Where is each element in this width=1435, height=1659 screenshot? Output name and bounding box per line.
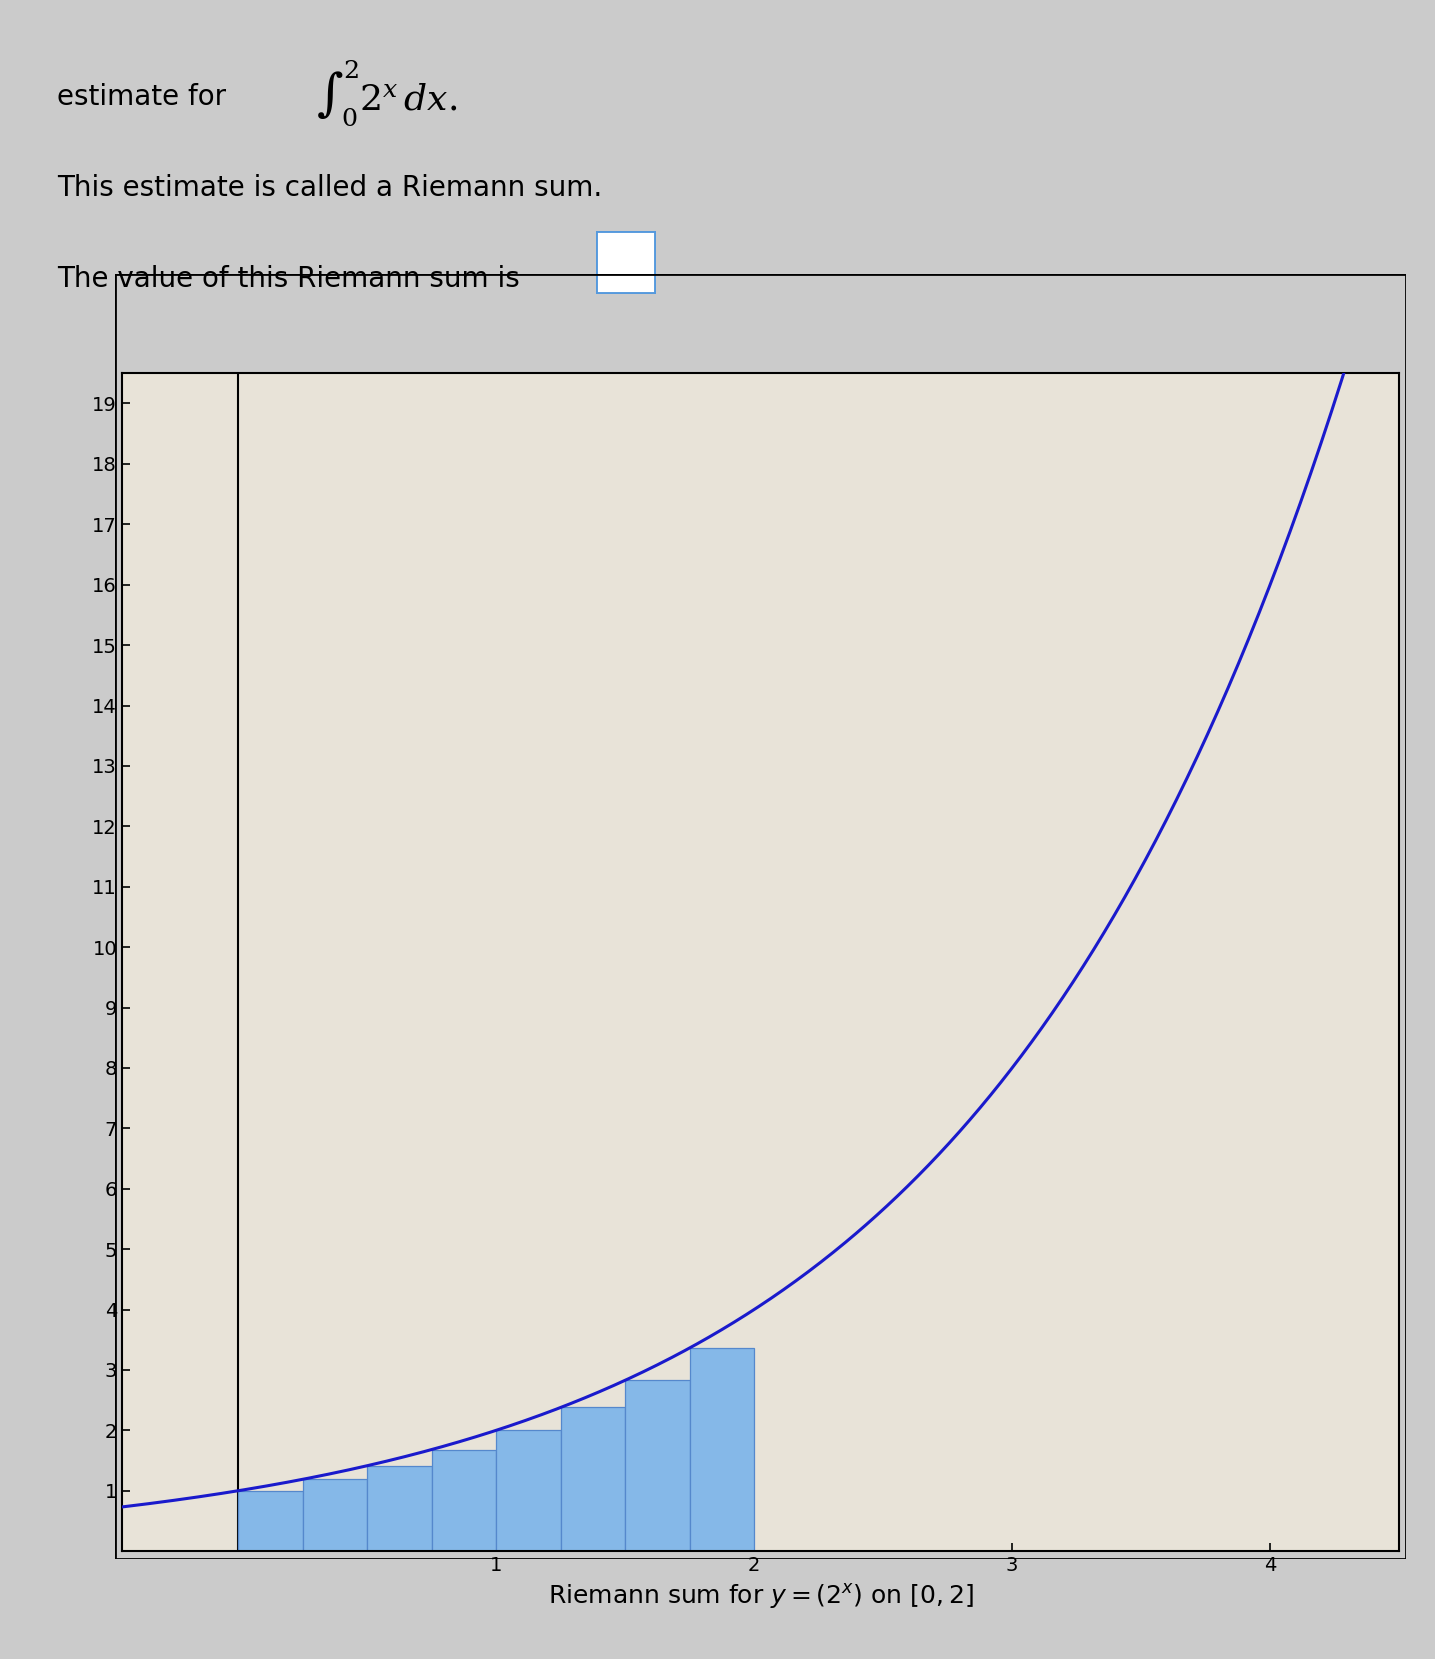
Bar [690, 1349, 755, 1551]
Bar [626, 1380, 690, 1551]
Text: Riemann sum for $y = (2^x)$ on $[0, 2]$: Riemann sum for $y = (2^x)$ on $[0, 2]$ [548, 1583, 973, 1611]
Text: The value of this Riemann sum is: The value of this Riemann sum is [57, 265, 519, 294]
Bar [303, 1480, 367, 1551]
Text: $\int_0^{\!2} 2^x\,dx.$: $\int_0^{\!2} 2^x\,dx.$ [316, 58, 456, 128]
Text: estimate for: estimate for [57, 83, 227, 111]
Text: This estimate is called a Riemann sum.: This estimate is called a Riemann sum. [57, 174, 603, 202]
FancyBboxPatch shape [596, 231, 656, 294]
Bar [497, 1430, 561, 1551]
Bar [432, 1450, 497, 1551]
Bar [367, 1467, 432, 1551]
Bar [238, 1491, 303, 1551]
Bar [561, 1407, 626, 1551]
